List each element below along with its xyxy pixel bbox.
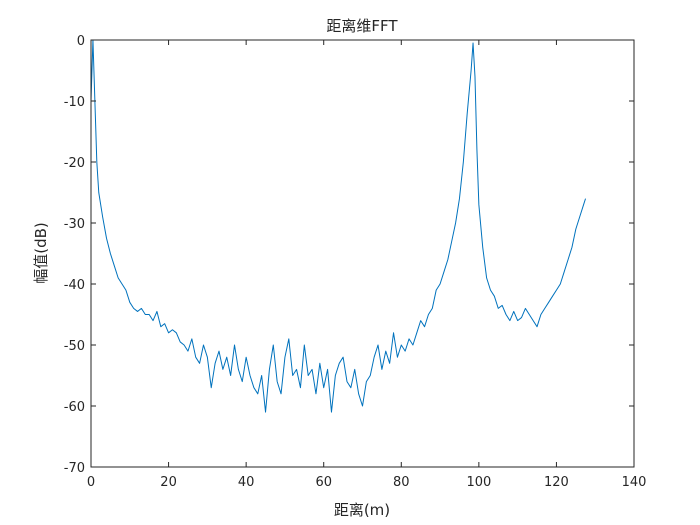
chart-title: 距离维FFT [326,17,398,35]
y-tick-label: -40 [64,278,85,293]
x-tick-label: 20 [160,475,177,490]
x-tick-label: 120 [544,475,569,490]
y-tick-label: -50 [64,339,85,354]
y-tick-label: -10 [64,95,85,110]
x-axis-label: 距离(m) [334,501,390,519]
y-tick-label: -30 [64,217,85,232]
x-tick-label: 0 [87,475,95,490]
axes-layer: 0 20 40 60 80 100 120 140 0 -10 -20 -30 -40 -50 -60 -70 [64,34,647,490]
y-axis-label: 幅值(dB) [32,222,50,284]
y-tick-label: -70 [64,461,85,476]
series-line-0 [90,39,586,413]
x-tick-label: 140 [622,475,647,490]
x-tick-label: 100 [466,475,491,490]
axes-box [90,39,635,468]
x-tick-label: 60 [315,475,332,490]
y-tick-label: 0 [77,34,85,49]
x-tick-label: 40 [238,475,255,490]
y-tick-label: -20 [64,156,85,171]
y-tick-label: -60 [64,400,85,415]
data-layer [90,39,586,413]
x-tick-label: 80 [393,475,410,490]
plot-area [91,40,634,467]
